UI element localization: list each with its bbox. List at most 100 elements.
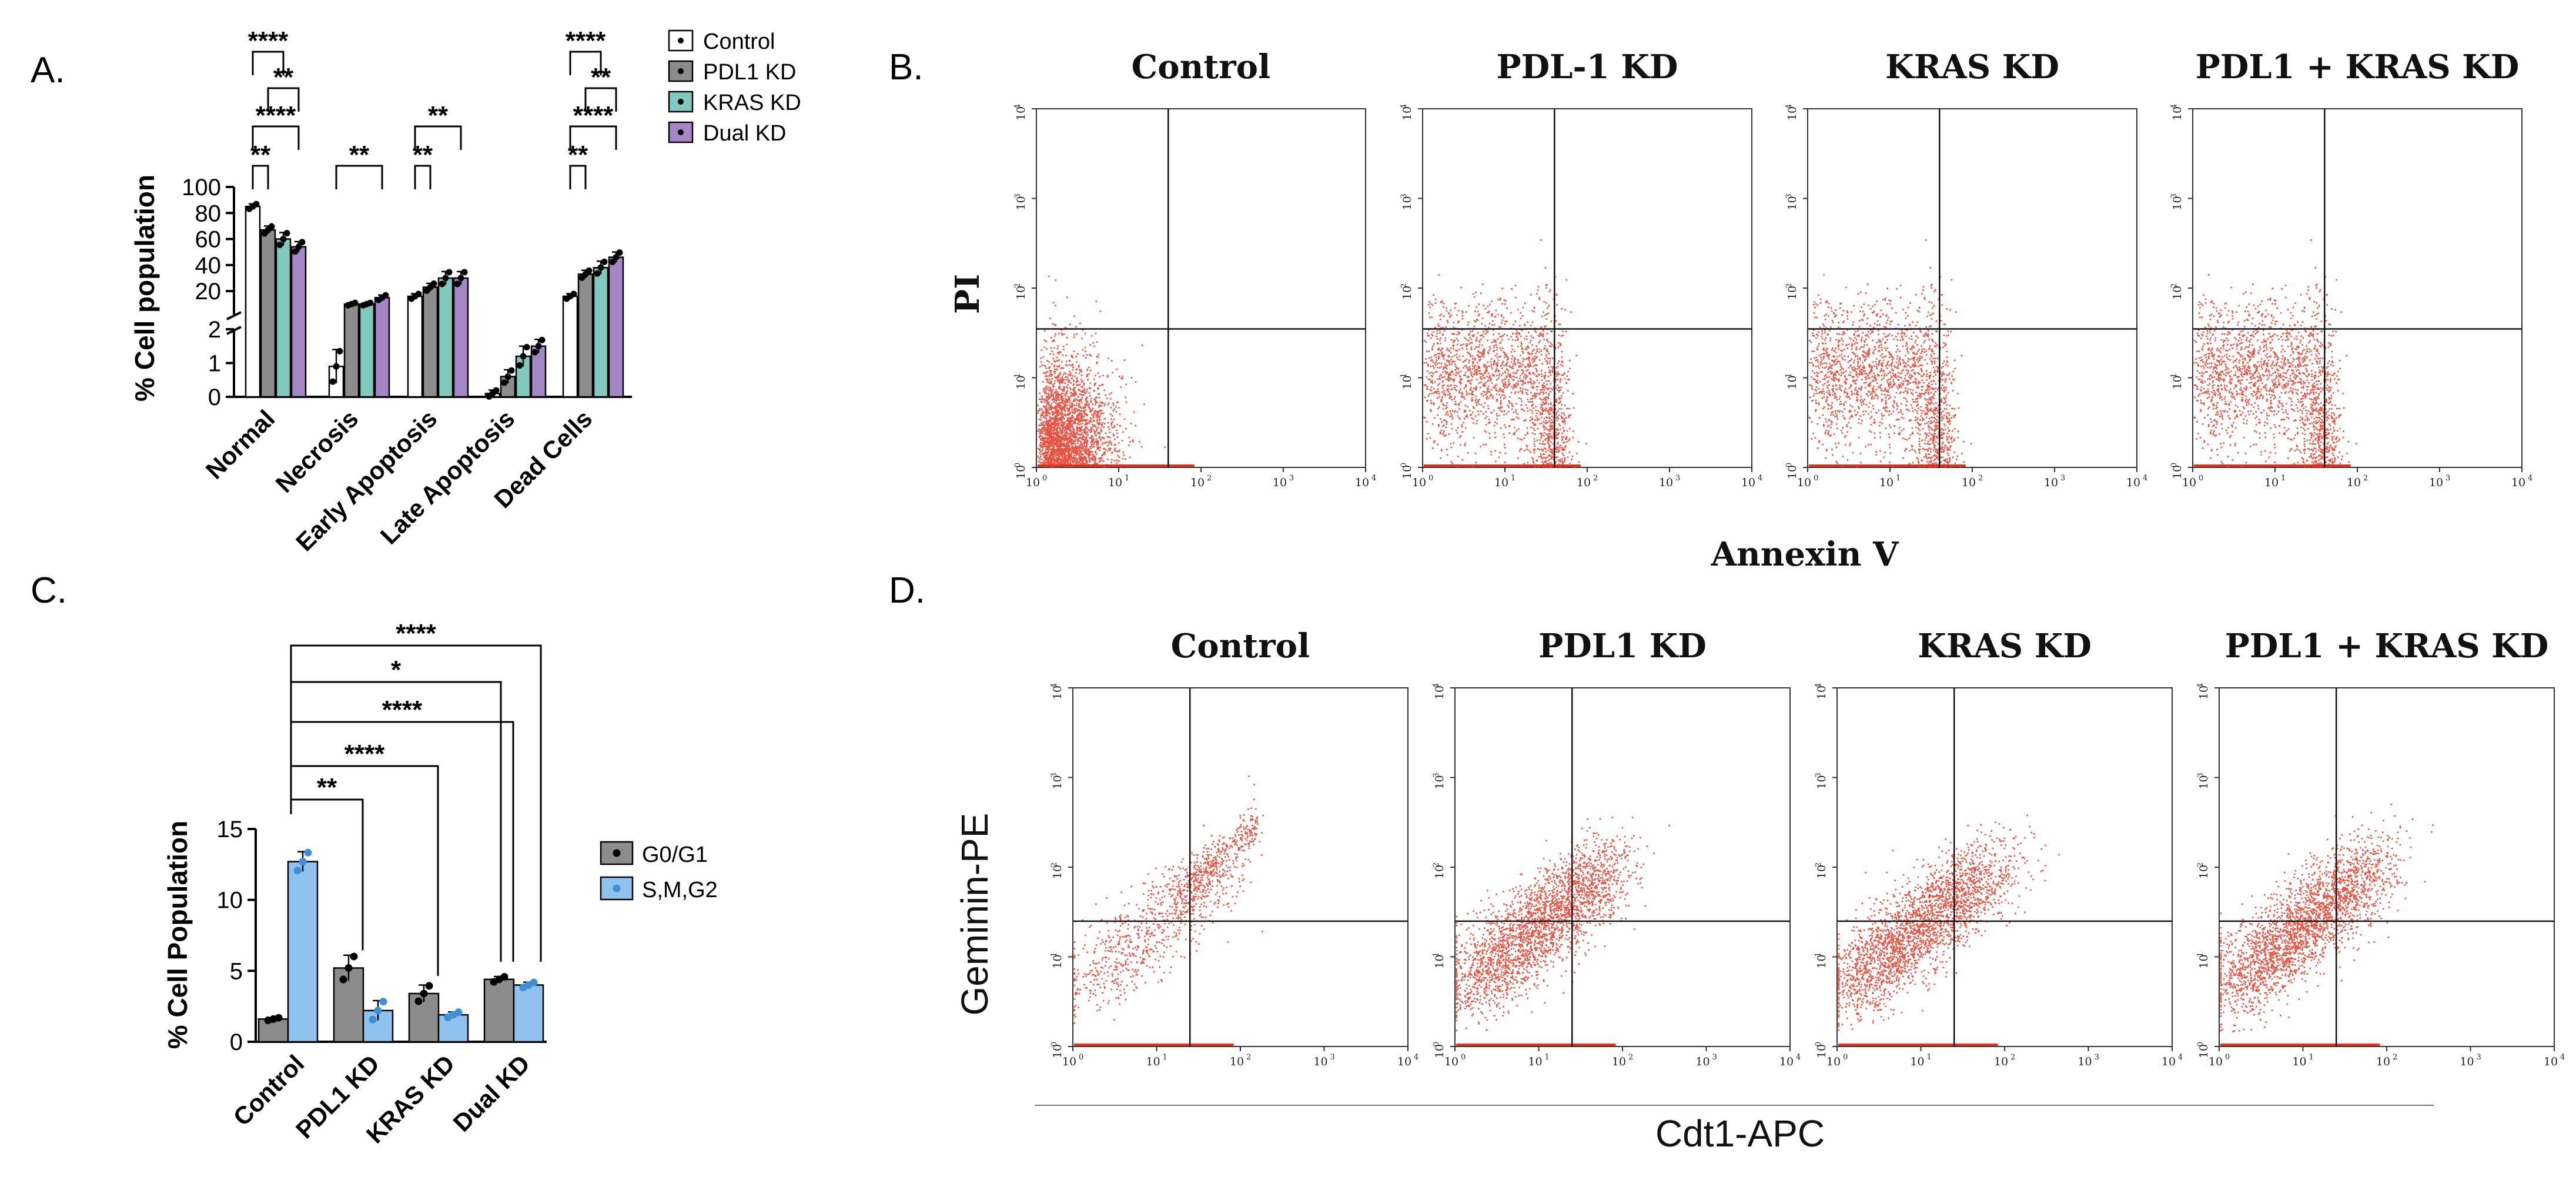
panel-b-ytick-exp: 1: [2170, 373, 2179, 377]
chart-a-category-label: Normal: [200, 404, 280, 484]
chart-a-ytick-label: 60: [195, 227, 222, 253]
panel-d-xtick-exp: 1: [2309, 1053, 2314, 1062]
chart-a-point: [616, 249, 623, 256]
panel-d-ytick-base: 10: [1815, 775, 1828, 789]
chart-a-bar: [290, 246, 307, 398]
panel-b-xtick-base: 10: [1273, 476, 1287, 489]
panel-b-xtick-base: 10: [2347, 476, 2361, 489]
panel-b-plot-title: PDL1 + KRAS KD: [2196, 48, 2520, 86]
chart-a-point: [531, 349, 538, 356]
panel-d-plot-frame: [2219, 687, 2555, 1047]
chart-c-point: [425, 982, 433, 990]
panel-d-ytick-exp: 4: [2196, 683, 2205, 688]
chart-a-sig-label: **: [428, 101, 449, 130]
chart-a-point: [336, 347, 343, 355]
chart-a-point: [601, 258, 608, 265]
chart-c-point: [304, 848, 312, 857]
panel-b-xtick-exp: 2: [1593, 474, 1598, 483]
panel-d-ylabel: Geminin-PE: [954, 813, 996, 1016]
panel-b-ytick-exp: 0: [1400, 463, 1409, 467]
chart-a-legend-label: Dual KD: [703, 121, 787, 146]
panel-d-scatter-dots: [2220, 804, 2434, 1032]
panel-d-xtick-exp: 0: [1461, 1053, 1466, 1062]
panel-b-scatter-dots: [1808, 239, 1972, 469]
chart-c-point: [369, 1015, 377, 1024]
panel-d-xtick-exp: 0: [2225, 1053, 2230, 1062]
panel-b-plot-title: PDL-1 KD: [1497, 48, 1678, 86]
chart-a-bar: [407, 295, 423, 398]
panel-b-ytick-base: 10: [1786, 465, 1799, 479]
chart-a-bar: [562, 295, 578, 398]
panel-b-xtick-base: 10: [2044, 476, 2058, 489]
chart-c-sig-label: **: [317, 773, 337, 802]
panel-d-xtick-exp: 2: [1628, 1053, 1633, 1062]
panel-d-xtick-base: 10: [2460, 1055, 2474, 1068]
panel-b-xtick-base: 10: [1577, 476, 1591, 489]
panel-d-plot-frame: [1454, 687, 1791, 1047]
chart-c-legend-label: G0/G1: [642, 842, 708, 867]
chart-c-ytick-label: 10: [217, 888, 243, 914]
panel-d-xtick-base: 10: [1397, 1055, 1411, 1068]
panel-b-ylabel: PI: [948, 274, 987, 314]
panel-b-ytick-exp: 1: [1400, 373, 1409, 377]
chart-a-point: [613, 254, 620, 261]
panel-d-plot-frame: [1836, 687, 2173, 1047]
chart-c-ytick-label: 5: [230, 958, 243, 984]
chart-a-point: [570, 290, 577, 297]
chart-a-ytick-label: 2: [208, 317, 221, 343]
panel-b-xtick-base: 10: [2511, 476, 2525, 489]
panel-label-d: D.: [889, 570, 925, 611]
panel-b-ytick-base: 10: [2171, 375, 2184, 389]
chart-a-point: [280, 236, 287, 243]
panel-d-xtick-base: 10: [2162, 1055, 2176, 1068]
chart-a-point: [493, 387, 500, 394]
panel-d-ytick-base: 10: [2197, 686, 2210, 700]
chart-a-category-label: Late Apoptosis: [375, 404, 520, 550]
panel-d-ytick-exp: 4: [1050, 683, 1059, 688]
chart-a-sig-label: ****: [256, 101, 296, 130]
panel-d-ytick-base: 10: [1815, 686, 1828, 700]
chart-c-legend-dot: [613, 849, 621, 857]
chart-a-point: [268, 223, 275, 230]
panel-d-scatter-points: [1838, 814, 2060, 1031]
chart-a-point: [439, 280, 446, 287]
panel-b-xtick-exp: 3: [1289, 474, 1294, 483]
panel-b-xlabel: Annexin V: [1711, 535, 1899, 574]
chart-a-sig-bracket: [414, 125, 462, 150]
panel-d-ytick-exp: 3: [2196, 773, 2205, 777]
panel-d-ytick-base: 10: [1815, 954, 1828, 968]
panel-d-xtick-exp: 0: [1079, 1053, 1083, 1062]
chart-c-point: [339, 975, 347, 984]
panel-label-c: C.: [31, 570, 67, 611]
panel-d-xtick-exp: 3: [1330, 1053, 1335, 1062]
panel-b-scatter-dots: [2193, 239, 2357, 469]
panel-b-ytick-base: 10: [1401, 465, 1414, 479]
panel-d-xtick-exp: 4: [2560, 1053, 2565, 1062]
panel-d-ytick-exp: 3: [1432, 773, 1441, 777]
panel-b-xtick-exp: 3: [1675, 474, 1680, 483]
panel-b-ytick-base: 10: [1015, 465, 1028, 479]
panel-b-xtick-exp: 0: [1814, 474, 1818, 483]
panel-d-ytick-base: 10: [1051, 865, 1064, 879]
panel-label-a: A.: [31, 50, 65, 91]
panel-b-scatter-dots: [1423, 239, 1587, 469]
panel-d-xtick-exp: 4: [1414, 1053, 1419, 1062]
chart-a-sig-label: ****: [248, 26, 289, 55]
panel-b-xtick-base: 10: [2429, 476, 2443, 489]
panel-d-scatter-points: [1456, 817, 1670, 1031]
chart-c-point: [500, 972, 508, 981]
panel-b-xtick-base: 10: [1026, 476, 1040, 489]
chart-c-sig-bracket: [290, 644, 542, 962]
panel-b-ytick-exp: 3: [1785, 193, 1794, 198]
panel-d-ytick-base: 10: [1051, 954, 1064, 968]
chart-a-point: [457, 275, 464, 282]
panel-b-xtick-base: 10: [1412, 476, 1426, 489]
chart-a-point: [253, 200, 260, 208]
panel-d-xtick-base: 10: [1994, 1055, 2008, 1068]
chart-c-ylabel: % Cell Population: [162, 821, 193, 1049]
panel-d-scatter-dots: [1456, 817, 1670, 1031]
panel-b-ytick-exp: 1: [1785, 373, 1794, 377]
